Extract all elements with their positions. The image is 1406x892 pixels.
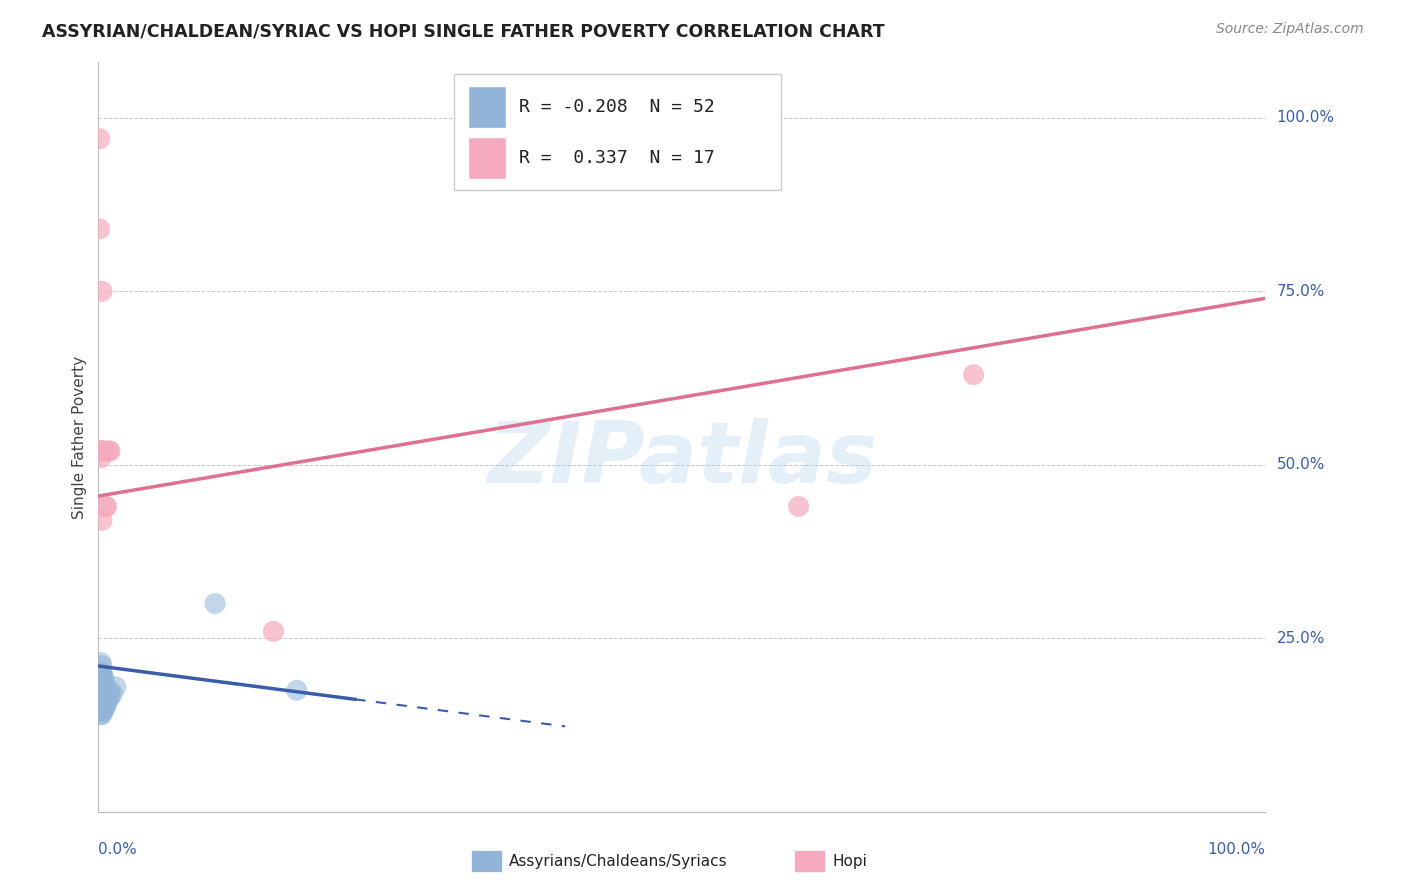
Point xyxy=(89,704,111,718)
Point xyxy=(97,690,120,705)
Point xyxy=(204,597,226,611)
Point xyxy=(89,690,111,705)
FancyBboxPatch shape xyxy=(454,74,782,190)
Point xyxy=(89,676,111,690)
Point xyxy=(90,707,112,722)
Point xyxy=(90,659,112,673)
Point xyxy=(90,694,112,708)
Text: ASSYRIAN/CHALDEAN/SYRIAC VS HOPI SINGLE FATHER POVERTY CORRELATION CHART: ASSYRIAN/CHALDEAN/SYRIAC VS HOPI SINGLE … xyxy=(42,22,884,40)
Point xyxy=(91,444,114,458)
Point xyxy=(93,444,115,458)
Point xyxy=(91,444,114,458)
Point xyxy=(96,500,118,514)
Point xyxy=(962,368,984,382)
Text: 25.0%: 25.0% xyxy=(1277,631,1324,646)
Point xyxy=(90,687,112,701)
Text: 100.0%: 100.0% xyxy=(1277,111,1334,126)
Point xyxy=(89,132,111,146)
Point xyxy=(89,697,111,711)
Point xyxy=(90,683,112,698)
Point xyxy=(90,700,112,714)
Point xyxy=(97,694,120,708)
Text: Assyrians/Chaldeans/Syriacs: Assyrians/Chaldeans/Syriacs xyxy=(509,855,727,869)
Point xyxy=(101,687,124,701)
Point xyxy=(94,699,117,714)
Text: 100.0%: 100.0% xyxy=(1208,842,1265,857)
Point xyxy=(90,702,112,716)
Point xyxy=(89,687,111,701)
FancyBboxPatch shape xyxy=(468,137,506,178)
Point xyxy=(90,697,112,711)
Text: R = -0.208  N = 52: R = -0.208 N = 52 xyxy=(519,97,714,116)
Point xyxy=(285,683,308,698)
Point xyxy=(90,665,112,680)
Point xyxy=(96,687,118,701)
Point xyxy=(93,702,115,716)
Text: Hopi: Hopi xyxy=(832,855,868,869)
Point xyxy=(93,673,115,687)
Point xyxy=(90,690,112,705)
Text: R =  0.337  N = 17: R = 0.337 N = 17 xyxy=(519,149,714,167)
Point xyxy=(90,671,112,685)
Point xyxy=(90,707,112,722)
Text: ZIPatlas: ZIPatlas xyxy=(486,418,877,501)
Point xyxy=(90,676,112,690)
Point xyxy=(93,694,115,708)
Point xyxy=(97,444,120,458)
Point xyxy=(90,676,112,690)
Point xyxy=(98,683,121,698)
Point xyxy=(91,697,114,711)
Text: 0.0%: 0.0% xyxy=(98,842,138,857)
Point xyxy=(89,680,111,694)
Point xyxy=(96,697,118,711)
Point xyxy=(93,683,115,698)
Point xyxy=(90,665,112,680)
Point xyxy=(91,669,114,683)
Point xyxy=(94,500,117,514)
Point xyxy=(90,687,112,701)
Point xyxy=(90,681,112,696)
FancyBboxPatch shape xyxy=(468,87,506,128)
Point xyxy=(104,680,127,694)
Text: 75.0%: 75.0% xyxy=(1277,284,1324,299)
Point xyxy=(89,683,111,698)
Point xyxy=(90,285,112,299)
Point xyxy=(91,676,114,690)
Point xyxy=(89,444,111,458)
Point xyxy=(89,665,111,680)
Point xyxy=(91,683,114,698)
Point xyxy=(89,694,111,708)
Point xyxy=(91,690,114,705)
Point xyxy=(787,500,810,514)
Point xyxy=(91,704,114,718)
Point xyxy=(90,673,112,687)
Point xyxy=(98,444,121,458)
Point xyxy=(90,691,112,706)
Point xyxy=(262,624,284,639)
Point xyxy=(98,690,121,705)
Point xyxy=(90,513,112,527)
Point xyxy=(90,656,112,670)
Point xyxy=(90,450,112,465)
Point xyxy=(90,444,112,458)
Point xyxy=(89,222,111,236)
Point xyxy=(94,688,117,702)
Point xyxy=(89,673,111,687)
Y-axis label: Single Father Poverty: Single Father Poverty xyxy=(72,356,87,518)
Text: 50.0%: 50.0% xyxy=(1277,458,1324,473)
Text: Source: ZipAtlas.com: Source: ZipAtlas.com xyxy=(1216,22,1364,37)
